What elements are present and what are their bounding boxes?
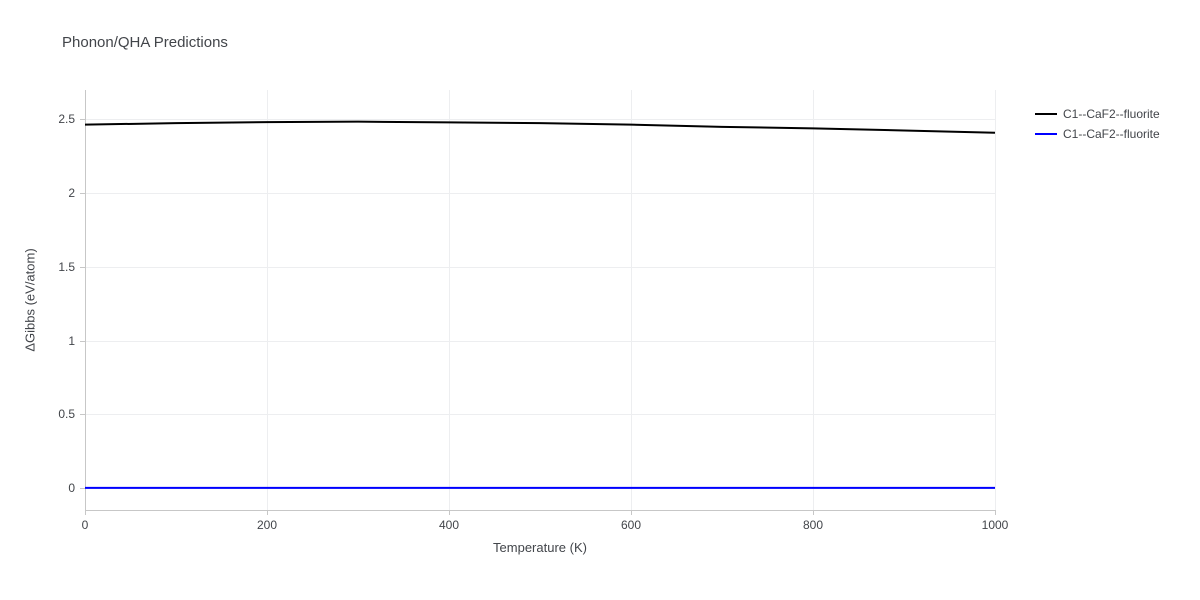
x-tick-label: 600 (621, 518, 641, 532)
x-tick (631, 510, 632, 515)
series-line-0[interactable] (85, 122, 995, 133)
chart-container: Phonon/QHA Predictions 0 200 400 600 800 1000… (0, 0, 1200, 600)
legend-label: C1--CaF2--fluorite (1063, 107, 1160, 121)
x-tick (449, 510, 450, 515)
y-tick (80, 414, 85, 415)
gridline-vertical (995, 90, 996, 510)
x-axis-line (85, 510, 995, 511)
x-tick-label: 0 (82, 518, 89, 532)
y-tick-label: 1 (68, 334, 75, 348)
y-tick-label: 2 (68, 186, 75, 200)
x-tick (85, 510, 86, 515)
y-tick-label: 1.5 (58, 260, 75, 274)
y-tick (80, 193, 85, 194)
y-tick (80, 341, 85, 342)
chart-title: Phonon/QHA Predictions (62, 34, 228, 51)
y-tick (80, 119, 85, 120)
x-axis-label: Temperature (K) (493, 540, 587, 555)
x-tick (267, 510, 268, 515)
y-tick (80, 267, 85, 268)
legend-label: C1--CaF2--fluorite (1063, 127, 1160, 141)
y-axis-label: ΔGibbs (eV/atom) (23, 248, 38, 351)
y-tick-label: 0.5 (58, 407, 75, 421)
x-tick (813, 510, 814, 515)
legend[interactable]: C1--CaF2--fluorite C1--CaF2--fluorite (1035, 106, 1160, 146)
x-tick (995, 510, 996, 515)
legend-item-0[interactable]: C1--CaF2--fluorite (1035, 106, 1160, 122)
series-svg (85, 90, 995, 510)
x-tick-label: 200 (257, 518, 277, 532)
plot-area[interactable] (85, 90, 995, 510)
x-tick-label: 400 (439, 518, 459, 532)
legend-swatch (1035, 113, 1057, 115)
y-tick (80, 488, 85, 489)
y-tick-label: 0 (68, 481, 75, 495)
x-tick-label: 1000 (982, 518, 1009, 532)
x-tick-label: 800 (803, 518, 823, 532)
legend-swatch (1035, 133, 1057, 135)
legend-item-1[interactable]: C1--CaF2--fluorite (1035, 126, 1160, 142)
y-tick-label: 2.5 (58, 112, 75, 126)
